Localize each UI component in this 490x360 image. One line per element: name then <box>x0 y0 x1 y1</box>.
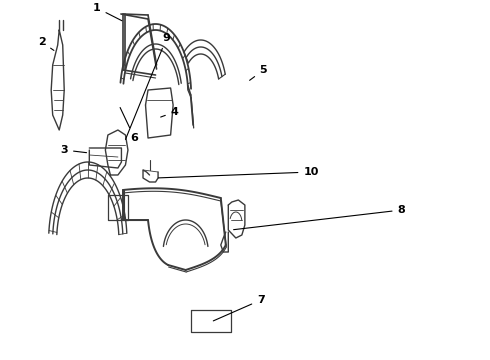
Text: 5: 5 <box>249 65 267 80</box>
Text: 8: 8 <box>234 205 405 230</box>
Text: 3: 3 <box>60 145 87 155</box>
Text: 9: 9 <box>125 33 171 139</box>
Text: 10: 10 <box>158 167 319 178</box>
Text: 2: 2 <box>38 37 54 50</box>
Text: 1: 1 <box>93 3 122 21</box>
Text: 6: 6 <box>120 108 138 143</box>
Text: 4: 4 <box>161 107 178 117</box>
Text: 7: 7 <box>213 295 265 321</box>
